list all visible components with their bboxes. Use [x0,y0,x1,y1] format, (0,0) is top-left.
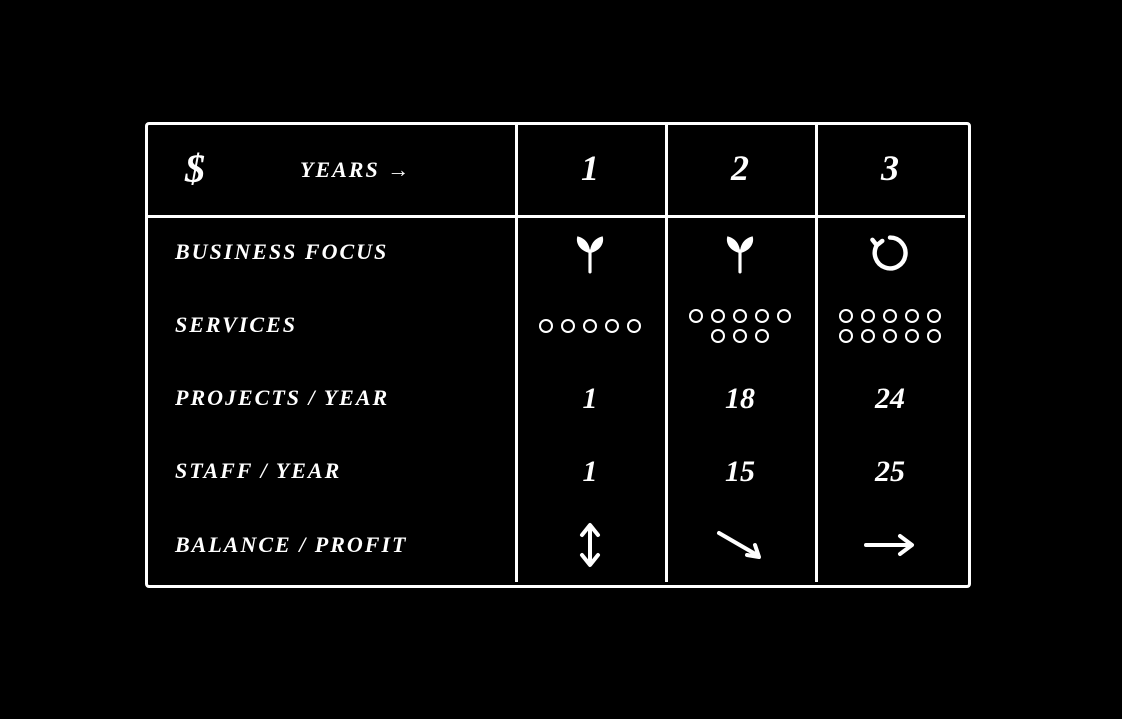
down-right-arrow-icon [713,525,767,565]
dots-y2 [689,309,791,343]
cell-services-y2 [665,291,815,361]
cell-staff-y1: 1 [515,437,665,507]
sprout-icon [719,232,761,274]
cell-projects-y2: 18 [665,364,815,434]
dollar-sign: $ [185,145,205,192]
cell-balance-y2 [665,510,815,580]
sprout-icon [569,232,611,274]
cell-services-y1 [515,291,665,361]
cell-balance-y3 [815,510,965,580]
cell-projects-y1-text: 1 [583,382,598,416]
row-label-0-text: BUSINESS FOCUS [175,239,388,265]
cycle-icon [868,231,912,275]
row-label-staff: STAFF / YEAR [175,457,505,485]
cell-projects-y3-text: 24 [875,382,905,416]
row-label-2-text: PROJECTS / YEAR [175,385,389,411]
cell-staff-y2: 15 [665,437,815,507]
cell-balance-y1 [515,510,665,580]
row-label-3-text: STAFF / YEAR [175,458,341,484]
header-col-2: 2 [665,130,815,205]
header-years-label: YEARS → [300,150,500,190]
header-dollar: $ [165,140,225,196]
row-label-1-text: SERVICES [175,312,297,338]
cell-staff-y1-text: 1 [583,455,598,489]
cell-staff-y3-text: 25 [875,455,905,489]
cell-focus-y3 [815,218,965,288]
right-arrow-icon [862,530,918,560]
header-col-3-text: 3 [881,147,899,189]
updown-arrow-icon [573,521,607,569]
row-label-4-text: BALANCE / PROFIT [175,532,407,558]
cell-projects-y3: 24 [815,364,965,434]
header-col-1-text: 1 [581,147,599,189]
header-col-1: 1 [515,130,665,205]
header-col-3: 3 [815,130,965,205]
cell-focus-y2 [665,218,815,288]
dots-y1 [539,319,641,333]
row-label-projects: PROJECTS / YEAR [175,384,505,412]
header-col-2-text: 2 [731,147,749,189]
cell-projects-y2-text: 18 [725,382,755,416]
years-label-text: YEARS → [300,157,411,183]
cell-projects-y1: 1 [515,364,665,434]
dots-y3 [839,309,941,343]
row-label-business-focus: BUSINESS FOCUS [175,238,505,266]
canvas: $ YEARS → 1 2 3 BUSINESS FOCUS [0,0,1122,719]
cell-focus-y1 [515,218,665,288]
cell-services-y3 [815,291,965,361]
cell-staff-y3: 25 [815,437,965,507]
row-label-services: SERVICES [175,311,505,339]
cell-staff-y2-text: 15 [725,455,755,489]
row-label-balance: BALANCE / PROFIT [175,531,505,559]
